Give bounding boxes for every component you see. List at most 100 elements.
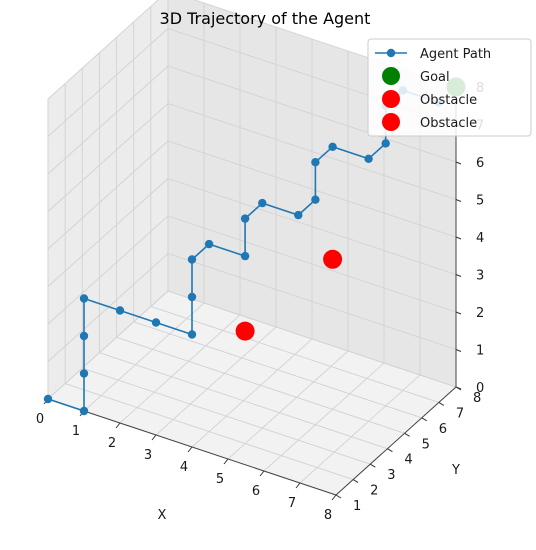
y-tick-label: 1: [353, 499, 361, 514]
x-tick-label: 8: [324, 508, 332, 523]
agent-path-point: [381, 139, 390, 148]
grid-line: [227, 350, 349, 460]
grid-line: [47, 178, 169, 287]
grid-line: [47, 215, 169, 325]
agent-path-point: [79, 369, 89, 378]
grid-line: [47, 140, 169, 250]
grid-line: [167, 215, 457, 313]
legend-marker-swatch: [382, 113, 400, 131]
agent-path-point: [240, 251, 250, 261]
tick-mark: [387, 448, 393, 453]
agent-path-point: [328, 142, 337, 151]
grid-line: [191, 338, 313, 448]
y-tick-label: 2: [370, 484, 378, 499]
grid-line: [299, 374, 421, 484]
grid-line: [167, 290, 457, 388]
agent-path-point: [151, 318, 161, 327]
z-tick-label: 6: [476, 156, 484, 171]
tick-mark: [352, 479, 359, 484]
z-tick-label: 3: [476, 269, 484, 284]
grid-line: [65, 383, 354, 480]
z-tick-label: 1: [476, 344, 484, 359]
y-tick-label: 6: [439, 422, 447, 437]
y-tick-label: 4: [404, 453, 412, 468]
grid-line: [116, 336, 405, 434]
grid-line: [167, 178, 457, 275]
legend-label: Agent Path: [420, 47, 491, 62]
agent-path-point: [79, 331, 89, 341]
agent-path-point: [311, 158, 320, 167]
grid-line: [263, 362, 385, 472]
legend-marker-swatch: [386, 48, 396, 58]
legend: Agent Path Goal Obstacle Obstacle: [367, 38, 532, 137]
grid-line: [47, 65, 169, 175]
tick-mark: [421, 417, 427, 422]
x-tick-label: 3: [144, 448, 152, 463]
x-tick-label: 5: [216, 472, 224, 487]
legend-marker-swatch: [382, 67, 400, 85]
tick-mark: [335, 494, 342, 499]
tick-mark: [455, 161, 462, 165]
tick-mark: [187, 446, 193, 453]
tick-mark: [151, 434, 157, 441]
agent-path-point: [258, 198, 267, 208]
x-axis-label: X: [158, 508, 167, 523]
agent-path-point: [364, 154, 373, 163]
agent-path-point: [204, 239, 214, 249]
grid-line: [150, 306, 439, 403]
grid-line: [47, 0, 159, 100]
agent-path-point: [187, 255, 197, 264]
tick-mark: [115, 422, 121, 429]
grid-line: [133, 321, 422, 419]
grid-line: [167, 103, 457, 200]
legend-marker-swatch: [382, 90, 400, 108]
tick-mark: [455, 311, 462, 315]
agent-path-point: [311, 195, 320, 204]
left-pane: [48, 0, 168, 399]
y-axis-line: [335, 386, 457, 496]
legend-label: Obstacle: [420, 116, 477, 131]
tick-mark: [370, 463, 376, 468]
tick-mark: [295, 482, 301, 489]
axis-ticks: 01234567812345678012345678: [36, 81, 484, 523]
x-tick-label: 6: [252, 484, 260, 499]
y-tick-label: 7: [456, 406, 464, 421]
agent-path-point: [115, 306, 125, 315]
grid-line: [47, 253, 169, 362]
tick-mark: [455, 274, 462, 277]
agent-path-point: [187, 292, 197, 302]
agent-path-point: [294, 210, 303, 220]
x-tick-label: 7: [288, 496, 296, 511]
agent-path-point: [240, 214, 250, 223]
agent-path-point: [79, 406, 89, 416]
grid-line: [99, 352, 388, 450]
x-tick-label: 2: [108, 436, 116, 451]
agent-path-point: [187, 330, 197, 339]
obstacle-point: [235, 321, 255, 341]
legend-label: Obstacle: [420, 93, 477, 108]
grid-line: [47, 28, 169, 137]
grid-line: [167, 65, 457, 163]
y-tick-label: 3: [387, 468, 395, 483]
tick-mark: [438, 401, 445, 406]
y-tick-label: 8: [473, 391, 481, 406]
tick-mark: [455, 236, 462, 240]
x-tick-label: 0: [36, 412, 44, 427]
y-tick-label: 5: [422, 437, 430, 452]
tick-mark: [259, 470, 265, 477]
x-tick-label: 4: [180, 460, 188, 475]
tick-mark: [455, 386, 462, 390]
tick-mark: [455, 199, 462, 202]
tick-mark: [331, 494, 337, 501]
grid-line: [83, 302, 205, 412]
legend-label: Goal: [420, 70, 450, 85]
z-tick-label: 5: [476, 194, 484, 209]
grid-line: [82, 367, 371, 465]
z-tick-label: 0: [476, 381, 484, 396]
legend-frame: [367, 38, 532, 137]
grid-line: [167, 253, 457, 350]
chart-title: 3D Trajectory of the Agent: [160, 9, 371, 28]
grid-line: [47, 103, 169, 212]
tick-mark: [404, 432, 410, 437]
